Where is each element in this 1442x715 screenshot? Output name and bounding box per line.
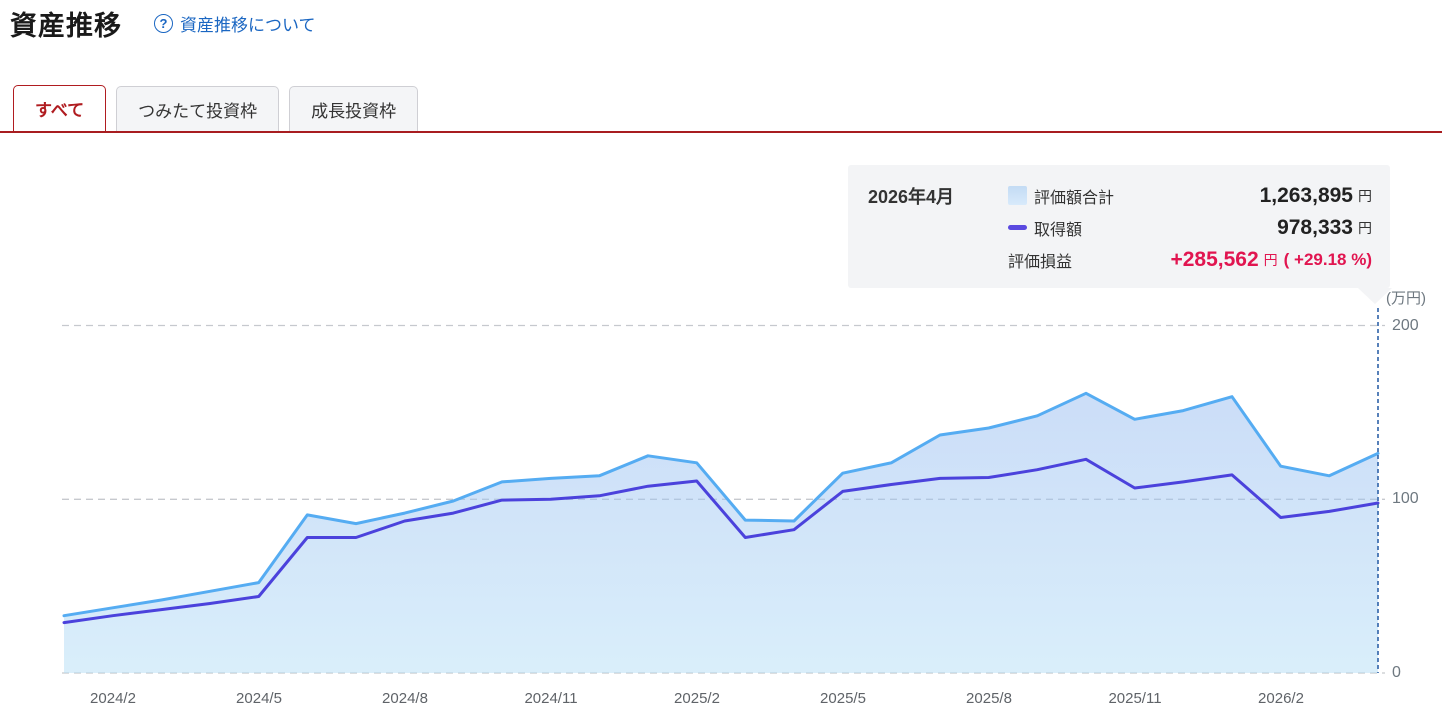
x-axis-tick-label: 2025/8 [966, 690, 1012, 707]
page-header: 資産推移 ? 資産推移について [10, 4, 316, 43]
tooltip-row: 評価損益 +285,562 円 ( +29.18 %) [1008, 244, 1372, 275]
chart-tooltip: 2026年4月 評価額合計 1,263,895 円取得額 978,333 円評価損益 +2… [848, 165, 1390, 288]
tab-0-active[interactable]: すべて [13, 85, 107, 131]
x-axis-tick-label: 2024/2 [90, 690, 136, 707]
tooltip-row-unit: 円 [1358, 219, 1372, 236]
acquisition-line-swatch-icon [1008, 225, 1027, 230]
x-axis-tick-label: 2025/11 [1108, 690, 1162, 707]
y-axis-tick-label: 100 [1392, 490, 1419, 507]
tooltip-date: 2026年4月 [868, 187, 955, 207]
tooltip-row: 評価額合計 1,263,895 円 [1008, 180, 1372, 211]
question-mark-icon[interactable]: ? [154, 14, 173, 33]
x-axis-tick-label: 2025/2 [674, 690, 720, 707]
tooltip-row-value: 1,263,895 [1259, 183, 1353, 207]
x-axis-tick-label: 2024/11 [524, 690, 578, 707]
tab-bar: すべて つみたて投資枠 成長投資枠 [0, 85, 1442, 133]
tab-1[interactable]: つみたて投資枠 [116, 86, 280, 131]
tooltip-row-unit: 円 [1263, 251, 1278, 268]
tooltip-row-value: +285,562 [1170, 247, 1259, 271]
tab-2[interactable]: 成長投資枠 [289, 86, 419, 131]
tooltip-row-label: 評価額合計 [1034, 189, 1115, 207]
tooltip-row-label: 取得額 [1034, 221, 1083, 239]
x-axis-tick-label: 2024/5 [236, 690, 282, 707]
x-axis-tick-label: 2024/8 [382, 690, 428, 707]
tooltip-row-label: 評価損益 [1008, 253, 1073, 271]
y-axis-unit-label: (万円) [1386, 290, 1426, 307]
tooltip-row-unit: 円 [1358, 187, 1372, 204]
tooltip-row: 取得額 978,333 円 [1008, 212, 1372, 243]
page-title: 資産推移 [10, 11, 122, 41]
acquisition-line [62, 457, 1380, 625]
y-axis-tick-label: 0 [1392, 664, 1401, 681]
y-axis-tick-label: 200 [1392, 317, 1419, 334]
valuation-line [62, 391, 1380, 618]
x-axis-tick-label: 2026/2 [1258, 690, 1304, 707]
tooltip-row-percent: ( +29.18 %) [1283, 249, 1372, 269]
help-link-label[interactable]: 資産推移について [180, 16, 316, 35]
tooltip-row-value: 978,333 [1277, 215, 1353, 239]
valuation-area-swatch-icon [1008, 186, 1027, 205]
valuation-area [64, 393, 1378, 673]
tooltip-caret-icon [1358, 288, 1392, 304]
help-link[interactable]: ? 資産推移について [154, 11, 316, 36]
x-axis-tick-label: 2025/5 [820, 690, 866, 707]
